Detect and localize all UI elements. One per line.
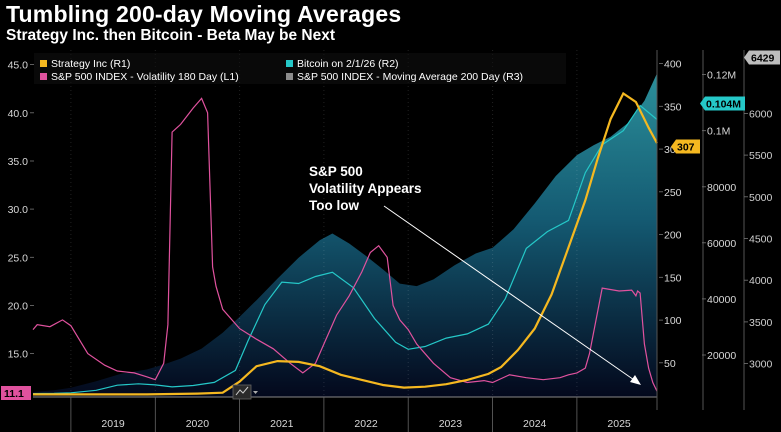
annotation: S&P 500 Volatility Appears Too low	[309, 164, 641, 385]
left-axis-ticks: 15.0 20.0 25.0 30.0 35.0 40.0 45.0	[8, 60, 34, 361]
x-tick-label: 2024	[523, 418, 547, 430]
legend-background	[34, 53, 566, 84]
ticks-l1-label: 30.0	[8, 204, 29, 216]
badge-strategy-value: 307	[677, 142, 695, 154]
legend-swatch-bitcoin	[286, 60, 293, 67]
annotation-arrow-line	[383, 205, 638, 383]
ticks-r1-label: 350	[664, 101, 682, 113]
ticks-r3-label: 4500	[749, 234, 773, 246]
annotation-line-3: Too low	[309, 198, 359, 213]
ticks-r1-label: 150	[664, 272, 682, 284]
x-tick-label: 2019	[101, 418, 125, 430]
plot-area[interactable]	[32, 50, 658, 398]
badge-strategy: 307	[671, 139, 700, 154]
badge-bitcoin: 0.104M	[700, 96, 745, 111]
strategy-line	[33, 91, 658, 396]
x-tick-label: 2025	[607, 418, 631, 430]
chart-title: Tumbling 200-day Moving Averages	[6, 1, 402, 27]
bitcoin-line	[32, 104, 658, 395]
legend-item-ma200[interactable]: S&P 500 INDEX - Moving Average 200 Day (…	[286, 71, 523, 83]
ticks-r3-label: 4000	[749, 275, 773, 287]
legend-swatch-volatility	[40, 73, 47, 80]
chart-type-icon-glyph	[235, 386, 249, 396]
ticks-r1-label: 100	[664, 315, 682, 327]
ticks-l1-label: 20.0	[8, 301, 29, 313]
legend-swatch-ma200	[286, 73, 293, 80]
badge-volatility: 11.1	[1, 386, 31, 400]
annotation-arrow-head	[630, 375, 641, 385]
legend-item-bitcoin[interactable]: Bitcoin on 2/1/26 (R2)	[286, 58, 399, 70]
badge-ma200-box	[744, 50, 780, 65]
x-tick-label: 2020	[186, 418, 210, 430]
ma200-area	[33, 73, 657, 398]
ticks-r3-label: 5000	[749, 192, 773, 204]
legend-label-ma200: S&P 500 INDEX - Moving Average 200 Day (…	[297, 71, 523, 83]
chart-subtitle: Strategy Inc. then Bitcoin - Beta May be…	[6, 27, 336, 44]
ticks-r2-label: 80000	[707, 182, 736, 194]
legend: Strategy Inc (R1) Bitcoin on 2/1/26 (R2)…	[34, 53, 566, 84]
badge-bitcoin-box	[700, 96, 745, 111]
ticks-l1-label: 15.0	[8, 349, 29, 361]
x-axis-ticks: 2019 2020 2021 2022 2023 2024 2025	[70, 397, 631, 432]
ticks-r2-label: 0.1M	[707, 126, 730, 138]
ticks-r3-label: 5500	[749, 150, 773, 162]
annotation-line-2: Volatility Appears	[309, 181, 422, 196]
ticks-r1-label: 50	[664, 358, 676, 370]
ticks-r3-label: 3500	[749, 317, 773, 329]
x-tick-label: 2021	[270, 418, 294, 430]
x-tick-label: 2022	[354, 418, 378, 430]
chart-type-icon[interactable]	[232, 384, 258, 400]
annotation-line-1: S&P 500	[309, 164, 363, 179]
ticks-l1-label: 35.0	[8, 156, 29, 168]
ticks-r2-label: 60000	[707, 238, 736, 250]
volatility-line	[32, 97, 658, 392]
badge-bitcoin-value: 0.104M	[706, 99, 741, 111]
badge-ma200-value: 6429	[751, 53, 775, 65]
badge-ma200: 6429	[744, 50, 780, 65]
legend-item-strategy[interactable]: Strategy Inc (R1)	[40, 58, 130, 70]
legend-label-strategy: Strategy Inc (R1)	[51, 58, 130, 70]
badge-volatility-value: 11.1	[4, 388, 24, 400]
legend-item-volatility[interactable]: S&P 500 INDEX - Volatility 180 Day (L1)	[40, 71, 239, 83]
ticks-r1-label: 200	[664, 230, 682, 242]
ticks-l1-label: 40.0	[8, 108, 29, 120]
badge-volatility-box	[1, 386, 31, 400]
x-tick-label: 2023	[439, 418, 463, 430]
legend-label-volatility: S&P 500 INDEX - Volatility 180 Day (L1)	[51, 71, 239, 83]
ticks-l1-label: 45.0	[8, 60, 29, 72]
ticks-r3-label: 3000	[749, 359, 773, 371]
ticks-r2-label: 40000	[707, 294, 736, 306]
r2-axis-ticks: 20000 40000 60000 80000 0.1M 0.12M	[702, 70, 736, 362]
ticks-l1-label: 25.0	[8, 252, 29, 264]
ticks-r2-label: 0.12M	[707, 70, 736, 82]
ticks-r3-label: 6000	[749, 108, 773, 120]
chevron-down-icon	[253, 391, 258, 394]
legend-label-bitcoin: Bitcoin on 2/1/26 (R2)	[297, 58, 399, 70]
r3-axis-ticks: 3000 3500 4000 4500 5000 5500 6000	[744, 108, 773, 371]
legend-swatch-strategy	[40, 60, 47, 67]
ticks-r2-label: 20000	[707, 350, 736, 362]
badge-strategy-box	[671, 139, 700, 154]
ticks-r1-label: 250	[664, 187, 682, 199]
ticks-r1-label: 400	[664, 59, 682, 71]
